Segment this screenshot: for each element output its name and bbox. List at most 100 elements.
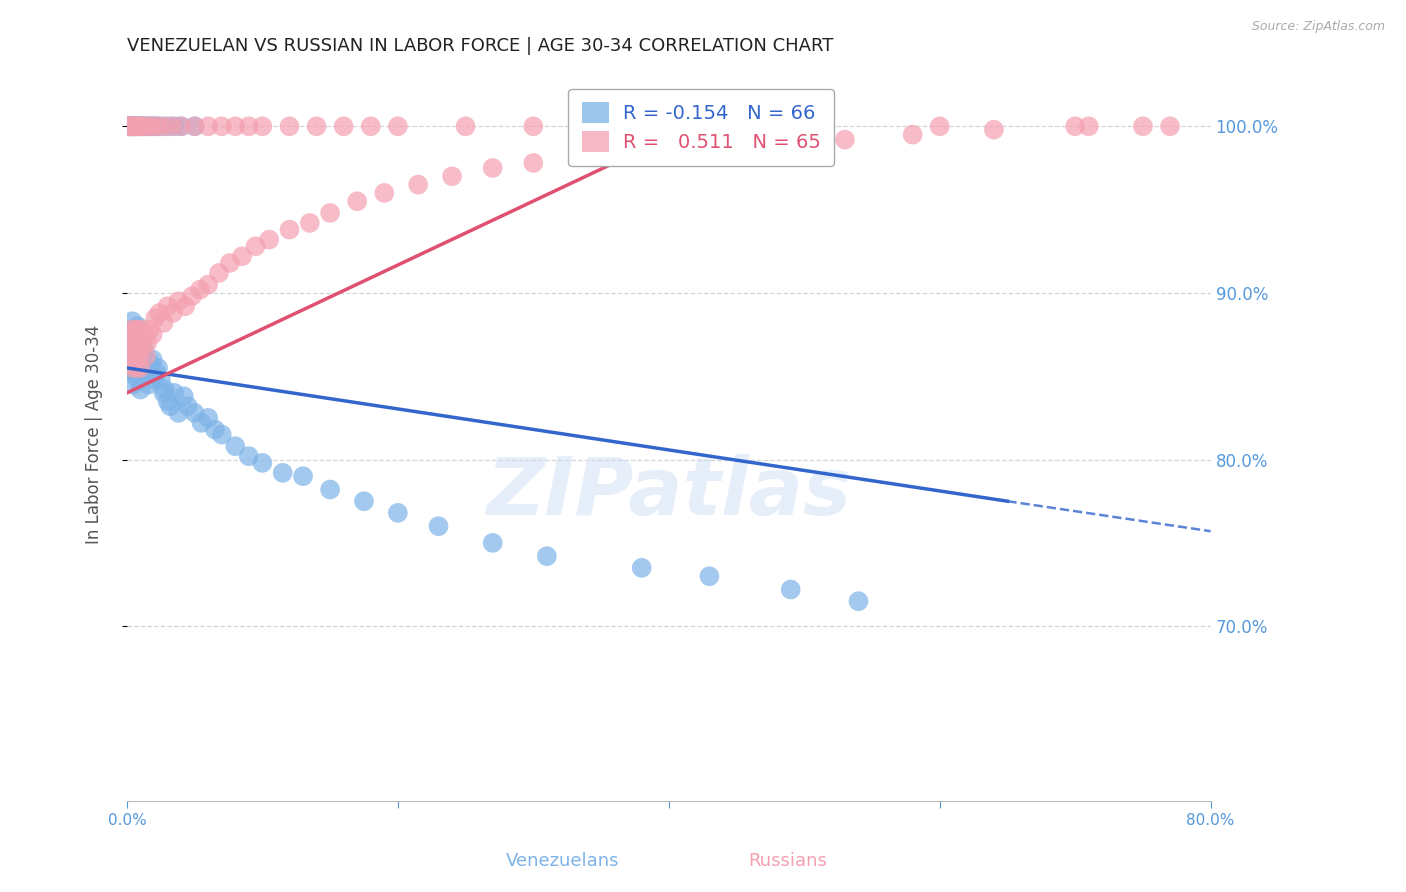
Point [121, 314, 143, 328]
Point [238, 449, 260, 463]
Point [238, 120, 260, 134]
Point [208, 266, 231, 280]
Point [183, 120, 205, 134]
Point [120, 120, 142, 134]
Point [125, 120, 148, 134]
Point [141, 366, 163, 380]
Point [183, 120, 205, 134]
Point [124, 366, 146, 380]
Point [117, 120, 139, 134]
Point [278, 120, 301, 134]
Point [197, 410, 219, 425]
Point [118, 120, 141, 134]
Point [142, 352, 165, 367]
Point [125, 360, 148, 375]
Point [132, 120, 155, 134]
Point [174, 299, 197, 313]
Point [536, 549, 558, 564]
Point [122, 360, 145, 375]
Point [319, 483, 342, 497]
Point [134, 120, 156, 134]
Point [124, 324, 146, 338]
Point [211, 427, 233, 442]
Point [167, 294, 190, 309]
Point [128, 327, 150, 342]
Point [245, 239, 267, 253]
Point [139, 322, 162, 336]
Point [129, 360, 152, 375]
Point [145, 366, 167, 380]
Point [231, 249, 253, 263]
Point [427, 519, 450, 533]
Point [406, 178, 429, 192]
Text: VENEZUELAN VS RUSSIAN IN LABOR FORCE | AGE 30-34 CORRELATION CHART: VENEZUELAN VS RUSSIAN IN LABOR FORCE | A… [127, 37, 834, 55]
Point [120, 322, 142, 336]
Point [131, 120, 153, 134]
Point [481, 161, 503, 175]
Y-axis label: In Labor Force | Age 30-34: In Labor Force | Age 30-34 [86, 325, 103, 544]
Point [146, 360, 169, 375]
Point [121, 120, 143, 134]
Point [122, 120, 145, 134]
Point [332, 120, 354, 134]
Point [163, 120, 186, 134]
Point [218, 256, 240, 270]
Point [122, 352, 145, 367]
Point [848, 594, 870, 608]
Point [1077, 120, 1099, 134]
Point [152, 120, 174, 134]
Point [122, 352, 145, 367]
Point [224, 120, 246, 134]
Point [120, 349, 142, 363]
Point [128, 120, 150, 134]
Point [699, 139, 721, 153]
Point [928, 120, 950, 134]
Point [136, 335, 159, 350]
Point [122, 335, 145, 350]
Point [522, 156, 544, 170]
Point [128, 349, 150, 363]
Point [149, 120, 172, 134]
Point [271, 466, 294, 480]
Point [136, 120, 159, 134]
Point [145, 120, 167, 134]
Point [589, 120, 612, 134]
Point [373, 186, 395, 200]
Point [170, 120, 193, 134]
Point [1159, 120, 1181, 134]
Point [156, 394, 179, 409]
Point [122, 120, 145, 134]
Point [143, 310, 166, 325]
Point [211, 120, 233, 134]
Point [121, 335, 143, 350]
Point [292, 469, 315, 483]
Point [305, 120, 328, 134]
Point [170, 120, 193, 134]
Point [118, 120, 141, 134]
Point [125, 349, 148, 363]
Point [129, 383, 152, 397]
Point [120, 349, 142, 363]
Point [481, 536, 503, 550]
Point [124, 339, 146, 353]
Point [131, 322, 153, 336]
Text: Venezuelans: Venezuelans [506, 852, 619, 870]
Point [124, 322, 146, 336]
Point [129, 120, 152, 134]
Point [129, 335, 152, 350]
Point [143, 120, 166, 134]
Point [173, 389, 195, 403]
Point [127, 373, 149, 387]
Point [127, 319, 149, 334]
Point [779, 582, 801, 597]
Point [197, 120, 219, 134]
Text: ZIPatlas: ZIPatlas [486, 454, 851, 533]
Point [152, 316, 174, 330]
Point [141, 120, 163, 134]
Point [630, 561, 652, 575]
Point [257, 233, 280, 247]
Point [156, 120, 179, 134]
Point [125, 360, 148, 375]
Point [353, 494, 375, 508]
Point [136, 360, 159, 375]
